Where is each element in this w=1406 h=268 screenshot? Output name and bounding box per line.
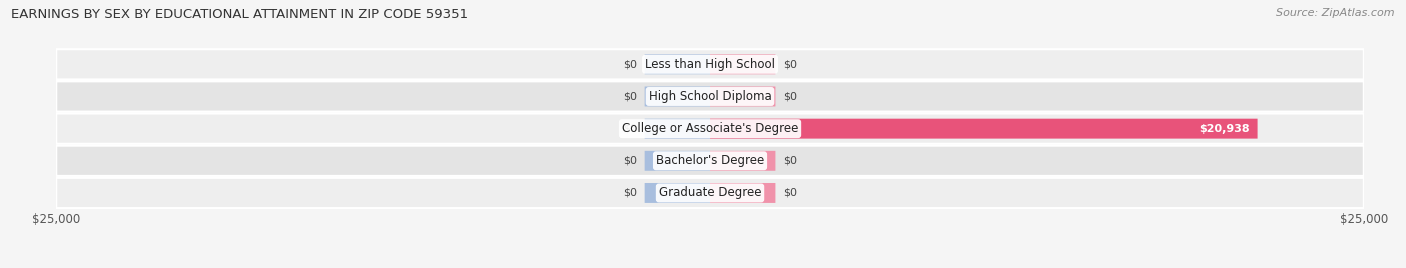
- Text: Source: ZipAtlas.com: Source: ZipAtlas.com: [1277, 8, 1395, 18]
- Text: $0: $0: [623, 91, 637, 102]
- Text: College or Associate's Degree: College or Associate's Degree: [621, 122, 799, 135]
- Text: $0: $0: [623, 156, 637, 166]
- Text: EARNINGS BY SEX BY EDUCATIONAL ATTAINMENT IN ZIP CODE 59351: EARNINGS BY SEX BY EDUCATIONAL ATTAINMEN…: [11, 8, 468, 21]
- FancyBboxPatch shape: [644, 151, 710, 171]
- FancyBboxPatch shape: [56, 146, 1364, 176]
- FancyBboxPatch shape: [644, 54, 710, 74]
- Text: $0: $0: [623, 124, 637, 134]
- FancyBboxPatch shape: [56, 81, 1364, 111]
- Text: Graduate Degree: Graduate Degree: [659, 187, 761, 199]
- FancyBboxPatch shape: [710, 87, 776, 106]
- FancyBboxPatch shape: [710, 119, 1257, 139]
- Text: $0: $0: [783, 59, 797, 69]
- Text: $0: $0: [623, 59, 637, 69]
- FancyBboxPatch shape: [56, 178, 1364, 208]
- FancyBboxPatch shape: [710, 151, 776, 171]
- Text: $0: $0: [623, 188, 637, 198]
- Text: $0: $0: [783, 156, 797, 166]
- Text: $0: $0: [783, 188, 797, 198]
- FancyBboxPatch shape: [56, 49, 1364, 79]
- FancyBboxPatch shape: [710, 183, 776, 203]
- Text: Bachelor's Degree: Bachelor's Degree: [657, 154, 763, 167]
- Text: $0: $0: [783, 91, 797, 102]
- FancyBboxPatch shape: [644, 183, 710, 203]
- Text: Less than High School: Less than High School: [645, 58, 775, 71]
- FancyBboxPatch shape: [644, 87, 710, 106]
- FancyBboxPatch shape: [710, 54, 776, 74]
- Text: High School Diploma: High School Diploma: [648, 90, 772, 103]
- FancyBboxPatch shape: [644, 119, 710, 139]
- FancyBboxPatch shape: [56, 114, 1364, 144]
- Text: $20,938: $20,938: [1199, 124, 1250, 134]
